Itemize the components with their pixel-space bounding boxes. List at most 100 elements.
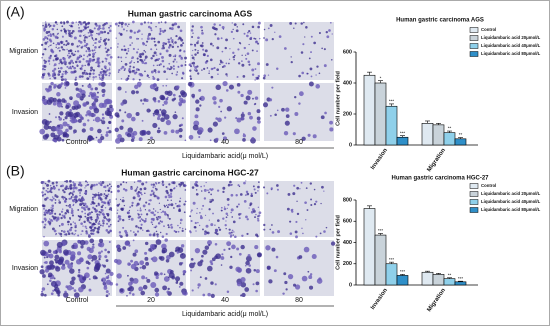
error-bar <box>389 103 394 107</box>
cell <box>98 40 101 44</box>
cell <box>251 73 255 76</box>
cell <box>46 183 50 187</box>
cell <box>169 195 173 198</box>
cell <box>60 75 63 79</box>
cell <box>43 61 47 65</box>
cell <box>54 126 60 132</box>
cell <box>69 96 73 100</box>
cell <box>93 183 96 187</box>
cell <box>171 72 174 75</box>
cell <box>48 125 52 130</box>
cell <box>184 63 187 66</box>
micrograph <box>40 179 113 238</box>
cell <box>248 30 251 33</box>
cell <box>256 116 261 121</box>
cell <box>62 70 65 73</box>
cell <box>251 49 254 52</box>
cell <box>236 281 242 287</box>
cell <box>93 193 95 196</box>
cell <box>143 220 146 223</box>
cell <box>303 21 305 24</box>
cell <box>210 189 213 192</box>
cell <box>155 25 157 28</box>
cell <box>243 200 247 203</box>
cell <box>106 218 110 222</box>
cell <box>145 261 150 266</box>
cell <box>158 32 162 36</box>
cell <box>130 138 135 142</box>
cell <box>88 75 91 78</box>
cell <box>64 197 68 201</box>
cell <box>53 229 57 233</box>
cell <box>48 46 50 48</box>
cell <box>119 137 125 143</box>
cell <box>69 228 72 232</box>
cell <box>185 200 187 203</box>
cell <box>61 98 66 103</box>
cell <box>61 35 64 38</box>
cell <box>132 47 135 51</box>
cell <box>238 185 241 188</box>
cell <box>60 222 64 226</box>
cell <box>318 277 322 281</box>
cell <box>58 250 62 254</box>
cell <box>175 34 178 38</box>
cell <box>265 63 269 66</box>
cell <box>149 193 153 197</box>
cell <box>217 73 219 75</box>
cell <box>92 76 95 79</box>
cell <box>96 267 100 271</box>
cell <box>140 223 143 226</box>
cell <box>257 25 260 29</box>
cell <box>51 28 55 31</box>
cell <box>97 228 100 231</box>
cell <box>49 54 52 57</box>
cell <box>84 225 87 228</box>
cell <box>276 188 279 191</box>
cell <box>169 269 174 274</box>
cell <box>49 264 55 270</box>
cell <box>69 280 75 286</box>
cell <box>53 76 55 79</box>
cell <box>160 21 163 23</box>
cell <box>129 44 132 47</box>
cell <box>306 209 309 211</box>
cell <box>61 195 64 199</box>
cell <box>126 30 128 32</box>
cell <box>92 113 96 117</box>
cell <box>182 72 185 75</box>
cell <box>101 200 104 204</box>
cell <box>109 24 112 28</box>
cell <box>68 193 71 196</box>
cell <box>325 30 328 34</box>
cell <box>104 38 107 41</box>
cell <box>153 194 157 198</box>
y-tick-label: 0 <box>349 142 352 148</box>
cell <box>67 211 70 214</box>
cell <box>89 238 95 244</box>
cell <box>240 244 245 250</box>
panel-title: Human gastric carcinoma AGS <box>128 8 253 18</box>
cell <box>197 50 199 52</box>
cell <box>97 128 102 134</box>
cell <box>167 224 170 227</box>
cell <box>102 224 104 227</box>
cell <box>138 137 143 142</box>
cell <box>169 38 171 40</box>
cell <box>129 29 133 33</box>
cell <box>92 79 94 81</box>
cell <box>244 54 247 56</box>
cell <box>60 66 63 70</box>
cell <box>165 232 168 236</box>
cell <box>209 42 213 46</box>
cell <box>248 43 250 46</box>
cell <box>294 95 297 99</box>
cell <box>194 45 197 47</box>
cell <box>86 266 90 270</box>
cell <box>201 32 204 35</box>
cell <box>274 31 276 33</box>
cell <box>155 216 158 219</box>
cell <box>46 283 49 286</box>
cell <box>199 44 202 47</box>
cell <box>200 214 203 217</box>
